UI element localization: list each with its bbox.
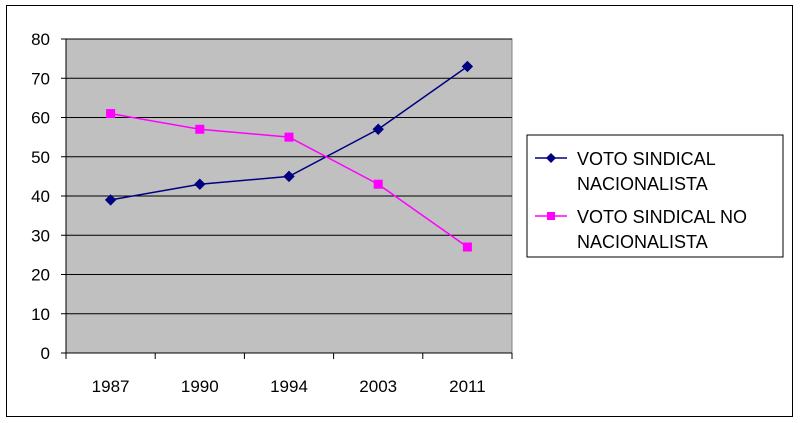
- legend-label: VOTO SINDICAL NO: [577, 207, 747, 227]
- data-point-square: [462, 242, 472, 252]
- x-tick-label: 2011: [449, 377, 486, 396]
- legend: VOTO SINDICAL NACIONALISTA VOTO SINDICAL N…: [526, 134, 784, 258]
- data-point-diamond: [104, 194, 117, 206]
- y-tick-label: 50: [31, 148, 50, 167]
- legend-swatch-diamond: [546, 153, 556, 163]
- series-layer: [104, 60, 474, 252]
- y-tick-label: 60: [31, 109, 50, 128]
- legend-label: NACIONALISTA: [577, 174, 708, 194]
- legend-label: NACIONALISTA: [577, 232, 708, 252]
- y-tick-label: 0: [41, 344, 50, 363]
- x-tick-label: 2003: [359, 377, 397, 396]
- y-tick-label: 20: [31, 266, 50, 285]
- data-point-square: [373, 179, 383, 189]
- y-tick-label: 40: [31, 187, 50, 206]
- data-point-square: [195, 124, 205, 134]
- axes: 0 10 20 30 40 50 60 70 80 1987 1990 1994 2003 2011: [31, 30, 513, 396]
- data-point-diamond: [461, 60, 474, 73]
- plot-area: [65, 38, 513, 354]
- x-tick-label: 1994: [270, 377, 308, 396]
- data-point-square: [284, 132, 294, 142]
- data-point-diamond: [194, 178, 206, 190]
- data-point-diamond: [283, 170, 295, 183]
- legend-label: VOTO SINDICAL: [577, 149, 716, 169]
- data-point-square: [106, 109, 116, 119]
- x-tick-label: 1987: [92, 377, 130, 396]
- y-tick-label: 30: [31, 226, 50, 245]
- y-tick-label: 80: [31, 30, 50, 49]
- y-tick-label: 70: [31, 69, 50, 88]
- legend-swatch-square: [547, 212, 555, 220]
- x-tick-label: 1990: [181, 377, 219, 396]
- legend-box: [526, 134, 784, 258]
- y-tick-label: 10: [31, 305, 50, 324]
- data-point-diamond: [372, 123, 384, 135]
